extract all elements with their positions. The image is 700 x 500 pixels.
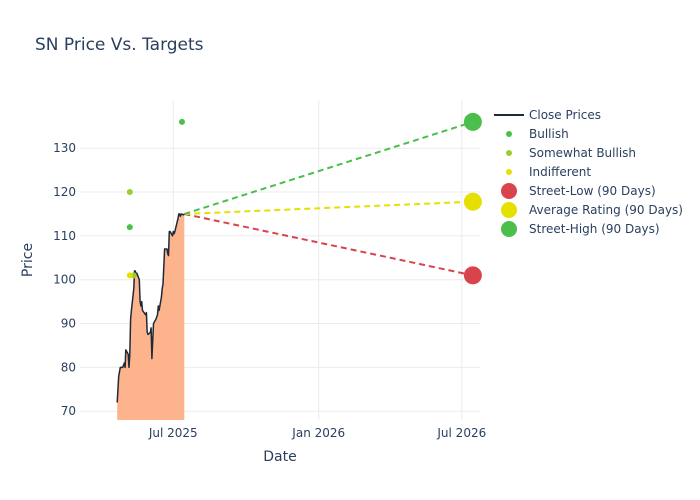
legend-label: Indifferent: [529, 165, 591, 179]
rating-point: [178, 118, 185, 125]
analyst-ratings: [126, 118, 185, 279]
y-tick-label: 130: [53, 141, 76, 155]
close-price-line: [116, 213, 185, 403]
projection-line: [184, 212, 474, 277]
legend-label: Close Prices: [529, 108, 601, 122]
rating-point: [126, 189, 133, 196]
y-tick-label: 80: [61, 360, 76, 374]
legend-swatch: [506, 150, 512, 156]
target-marker: [463, 266, 482, 285]
chart-title: SN Price Vs. Targets: [35, 35, 204, 55]
y-tick-label: 120: [53, 185, 76, 199]
x-tick-label: Jan 2026: [291, 426, 345, 440]
target-marker: [463, 112, 482, 131]
projection-line: [184, 120, 474, 215]
legend-swatch: [501, 202, 517, 218]
legend-swatch: [506, 131, 512, 137]
legend-swatch: [501, 183, 517, 199]
target-marker: [463, 192, 482, 211]
price-area: [117, 214, 185, 420]
legend-label: Street-High (90 Days): [529, 222, 660, 236]
x-tick-label: Jul 2025: [148, 426, 198, 440]
x-axis-ticks: Jul 2025 Jan 2026 Jul 2026: [148, 426, 486, 440]
y-tick-label: 90: [61, 317, 76, 331]
legend-swatch: [501, 221, 517, 237]
y-axis-ticks: 70 80 90 100 110 120 130: [53, 141, 76, 418]
rating-point: [126, 272, 133, 279]
y-tick-label: 70: [61, 404, 76, 418]
target-projections: [184, 120, 474, 277]
close-price-series: [116, 213, 185, 403]
y-tick-label: 110: [53, 229, 76, 243]
legend-swatch: [506, 169, 512, 175]
legend-label: Street-Low (90 Days): [529, 184, 656, 198]
projection-line: [184, 200, 473, 215]
target-markers: [463, 112, 482, 285]
y-tick-label: 100: [53, 273, 76, 287]
x-axis-title: Date: [263, 449, 296, 465]
legend[interactable]: Close Prices Bullish Somewhat Bullish Indif…: [494, 108, 683, 237]
rating-point: [126, 224, 133, 231]
x-tick-label: Jul 2026: [436, 426, 486, 440]
y-axis-title: Price: [20, 243, 36, 277]
legend-label: Bullish: [529, 127, 569, 141]
legend-label: Somewhat Bullish: [529, 146, 636, 160]
close-price-area: [117, 214, 185, 420]
legend-label: Average Rating (90 Days): [529, 203, 683, 217]
